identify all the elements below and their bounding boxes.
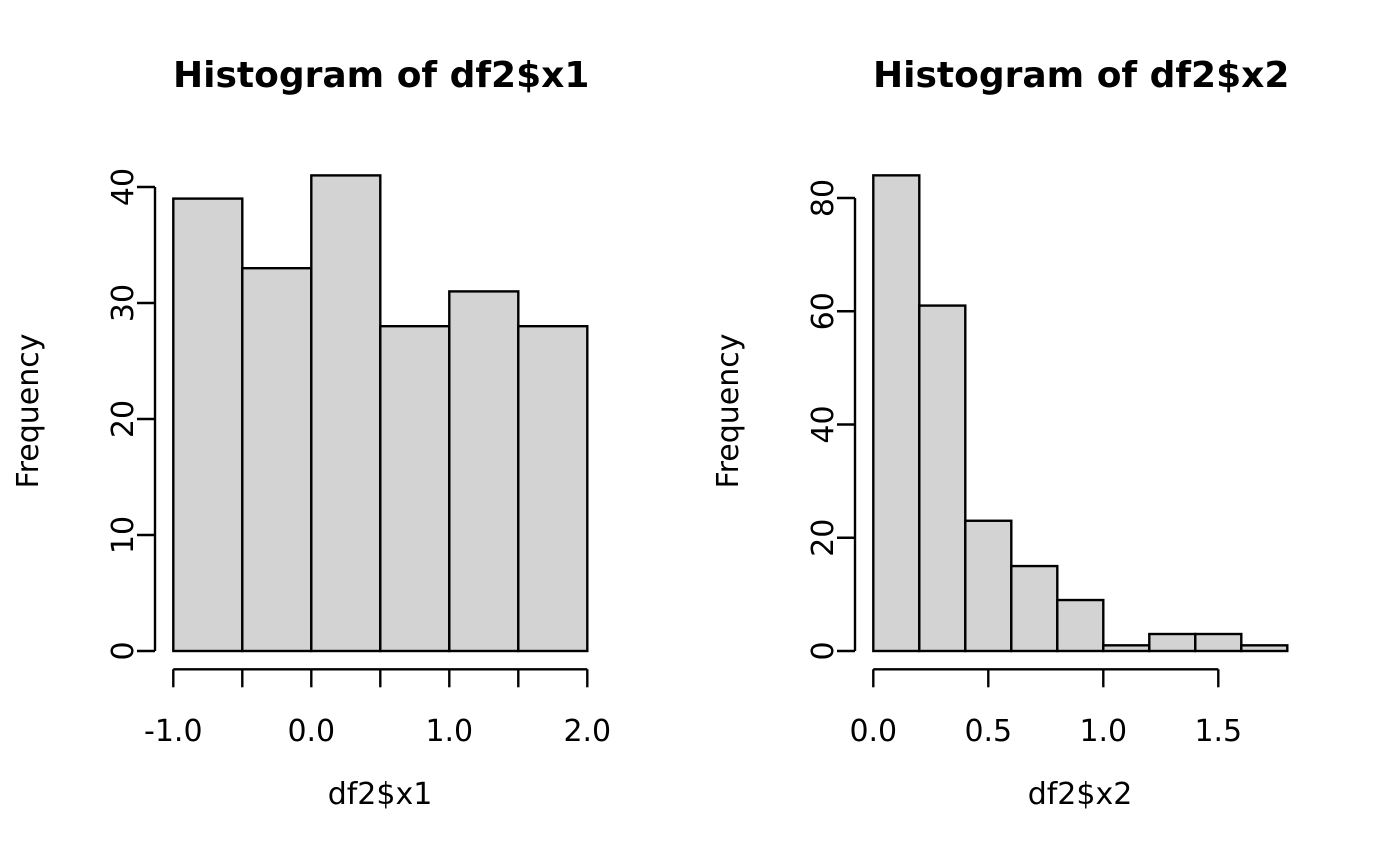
histogram-plot-x1: 0 10 20 30 40 -1.0 0.0 1.0 2.0: [106, 168, 611, 749]
histogram-bar: [1010, 564, 1059, 653]
x-axis-label-x2: df2$x2: [1027, 777, 1133, 812]
histogram-bar: [1240, 644, 1289, 653]
histogram-bar: [1148, 632, 1197, 653]
x-tick-label: 0.5: [964, 714, 1012, 749]
histogram-bar: [310, 174, 382, 653]
histogram-bar: [1194, 632, 1243, 653]
chart-title-x2: Histogram of df2$x2: [873, 55, 1290, 96]
x-tick-label: 1.0: [1079, 714, 1127, 749]
histogram-plot-x2: 0 20 40 60 80 0.0 0.5 1.0 1.5: [806, 174, 1289, 749]
histogram-bar: [918, 304, 967, 653]
histogram-bar: [448, 290, 520, 653]
x-axis-label-x1: df2$x1: [327, 777, 433, 812]
histogram-bar: [517, 325, 589, 653]
x-tick-label: 0.0: [287, 714, 335, 749]
chart-title-x1: Histogram of df2$x1: [173, 55, 590, 96]
y-tick-label: 0: [806, 641, 841, 660]
histogram-bar: [1102, 644, 1151, 653]
y-tick-label: 60: [806, 292, 841, 330]
y-tick-label: 30: [106, 284, 141, 322]
histogram-bar: [872, 174, 921, 653]
histogram-bar: [379, 325, 451, 653]
x-tick-label: 0.0: [849, 714, 897, 749]
histogram-bar: [1056, 598, 1105, 653]
x-tick-label: 1.5: [1194, 714, 1242, 749]
histogram-panel-x1: Histogram of df2$x1 Frequency 0 10 20 30 40-…: [11, 55, 611, 812]
x-tick-label: 1.0: [425, 714, 473, 749]
x-tick-label: 2.0: [563, 714, 611, 749]
y-tick-label: 10: [106, 516, 141, 554]
y-tick-label: 20: [106, 400, 141, 438]
histogram-bar: [172, 197, 244, 653]
histogram-bar: [241, 267, 313, 653]
x-tick-label: -1.0: [144, 714, 203, 749]
y-tick-label: 40: [806, 405, 841, 443]
y-tick-label: 40: [106, 168, 141, 206]
y-tick-label: 20: [806, 519, 841, 557]
histogram-bar: [964, 519, 1013, 653]
histogram-panel-x2: Histogram of df2$x2 Frequency 0 20 40 60 80 0…: [700, 0, 1400, 866]
y-tick-label: 80: [806, 179, 841, 217]
y-tick-label: 0: [106, 641, 141, 660]
